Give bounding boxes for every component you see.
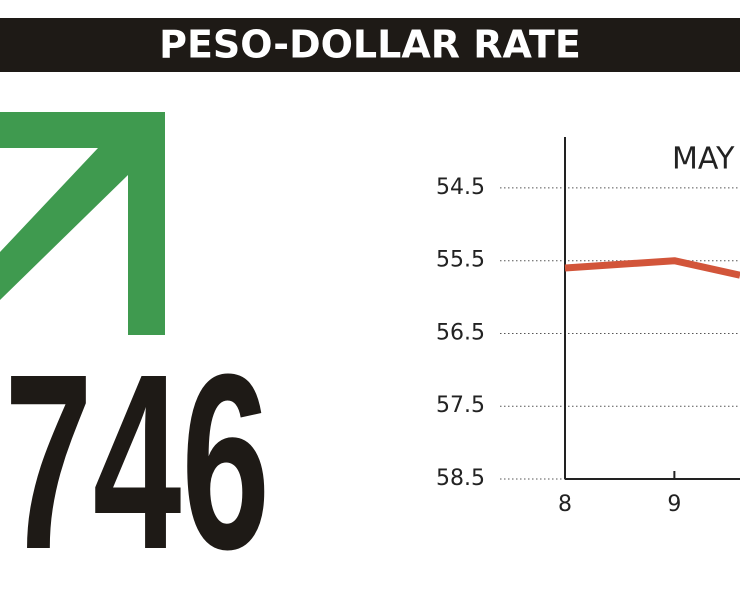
y-tick-label: 58.5 (436, 466, 485, 491)
up-arrow (0, 112, 165, 335)
header-title: PESO-DOLLAR RATE (159, 23, 581, 67)
x-tick-label: 8 (558, 492, 572, 517)
y-tick-label: 54.5 (436, 175, 485, 200)
month-label: MAY (672, 142, 735, 177)
data-line (564, 257, 740, 279)
x-tick-label: 9 (667, 492, 681, 517)
big-number: .746 (0, 322, 270, 600)
y-tick-label: 56.5 (436, 320, 485, 345)
y-tick-label: 57.5 (436, 393, 485, 418)
header-bar (0, 18, 740, 72)
y-tick-label: 55.5 (436, 248, 485, 273)
